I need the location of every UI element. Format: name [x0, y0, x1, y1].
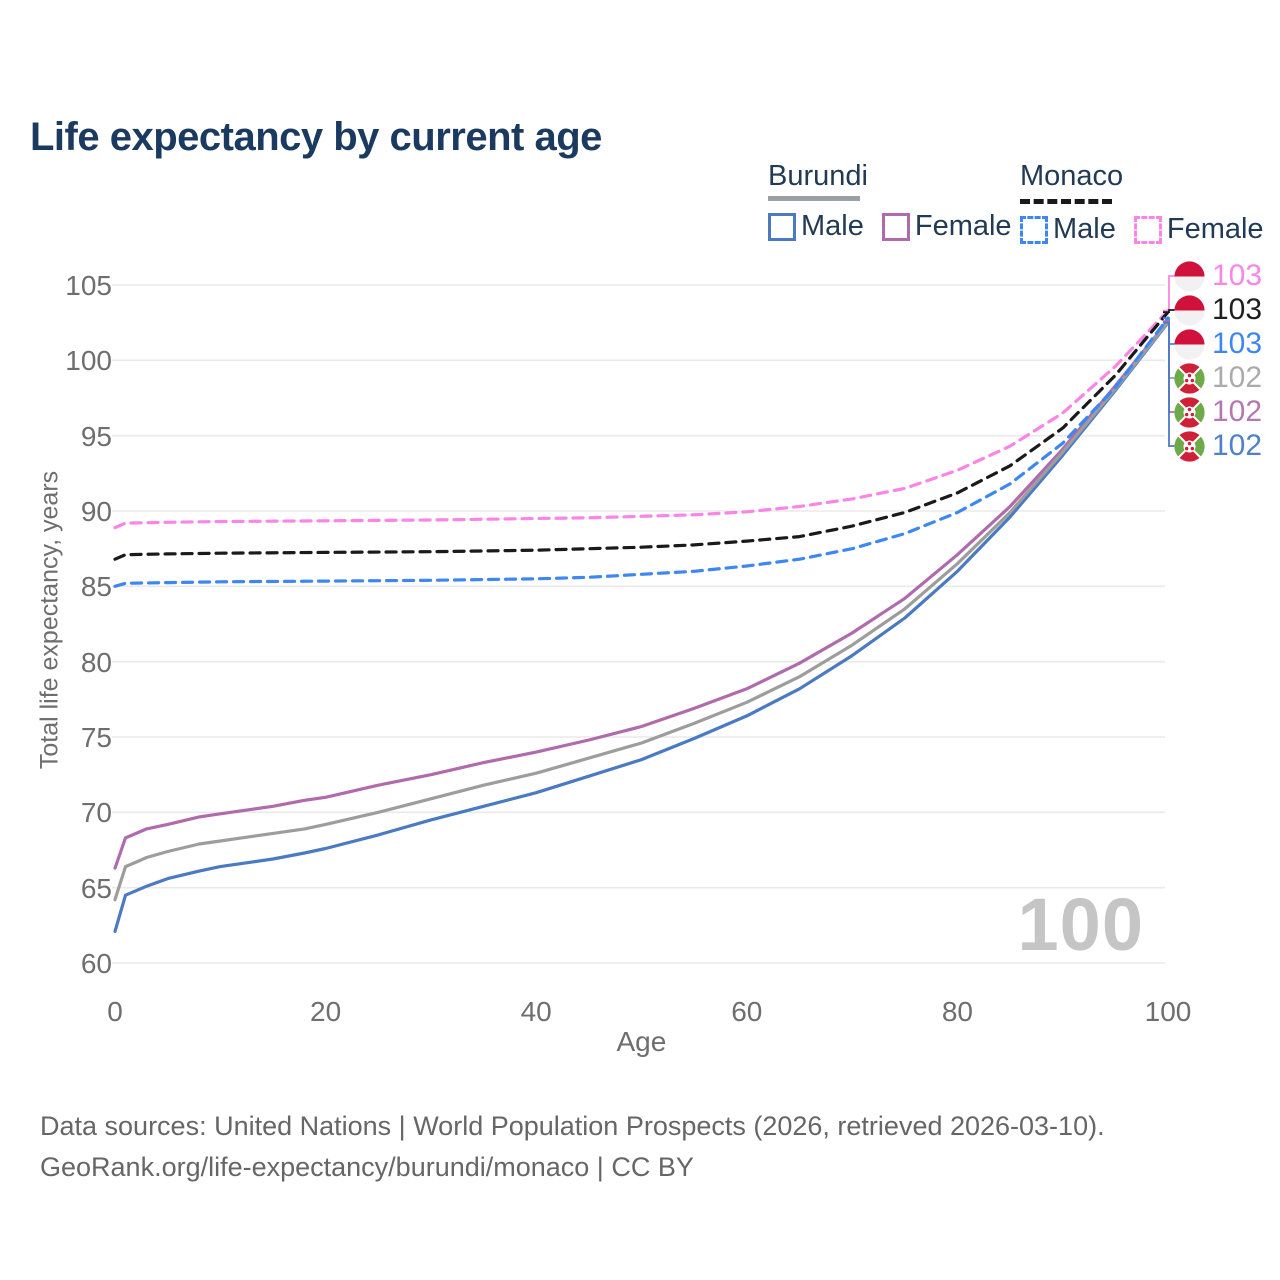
legend-checkbox-burundi-male[interactable]: [768, 212, 796, 241]
y-tick-100: 100: [65, 345, 112, 377]
series-line-monaco-total: [113, 310, 1170, 561]
y-tick-70: 70: [80, 797, 112, 829]
series-line-burundi-total: [113, 320, 1170, 902]
end-label-burundi-total: 102: [1174, 361, 1263, 394]
end-label-burundi-female: 102: [1174, 395, 1263, 428]
x-tick-0: 0: [107, 996, 123, 1027]
footer-link-text: GeoRank.org/life-expectancy/burundi/mona…: [40, 1152, 694, 1182]
legend-label-burundi-male[interactable]: Male: [801, 210, 864, 242]
series-line-monaco-male: [113, 316, 1170, 588]
x-tick-80: 80: [941, 996, 973, 1027]
y-tick-75: 75: [80, 722, 112, 753]
end-label-value: 103: [1212, 327, 1263, 360]
end-label-monaco-male: 103: [1174, 327, 1263, 360]
series-line-burundi-female: [113, 319, 1170, 870]
footer-data-sources: Data sources: United Nations | World Pop…: [40, 1111, 1105, 1141]
end-label-connector-monaco-total: [1163, 309, 1175, 314]
y-axis-title: Total life expectancy, years: [35, 470, 64, 770]
burundi-flag-icon: [1174, 396, 1205, 428]
legend-label-monaco-female[interactable]: Female: [1166, 213, 1264, 245]
end-label-value: 103: [1212, 259, 1263, 292]
legend-underline-monaco-dashed: [1020, 199, 1112, 204]
y-tick-60: 60: [80, 948, 112, 979]
end-label-value: 102: [1212, 361, 1263, 394]
legend-underline-burundi-solid: [768, 196, 860, 201]
x-tick-20: 20: [310, 996, 342, 1027]
y-tick-90: 90: [80, 496, 112, 527]
burundi-flag-icon: [1174, 430, 1205, 462]
burundi-flag-icon: [1174, 362, 1205, 394]
series-line-monaco-female: [113, 309, 1170, 530]
legend-group-burundi: Burundi Male Female: [768, 160, 1030, 243]
end-label-value: 102: [1212, 395, 1263, 428]
end-label-value: 102: [1212, 429, 1263, 462]
end-label-value: 103: [1212, 293, 1263, 326]
series-line-burundi-male: [113, 321, 1170, 934]
current-age-watermark: 100: [1017, 883, 1144, 966]
x-tick-40: 40: [520, 996, 552, 1027]
monaco-flag-icon: [1174, 328, 1205, 360]
monaco-flag-icon: [1174, 294, 1205, 326]
legend-header-burundi: Burundi: [768, 160, 868, 192]
footer-attribution: Data sources: United Nations | World Pop…: [40, 1106, 1105, 1188]
y-tick-105: 105: [65, 270, 112, 301]
legend-group-monaco: Monaco Male Female: [1020, 160, 1280, 246]
end-label-connector-burundi-male: [1163, 321, 1175, 447]
end-label-monaco-total: 103: [1174, 293, 1263, 326]
end-label-burundi-male: 102: [1174, 429, 1263, 462]
legend-checkbox-monaco-male[interactable]: [1020, 215, 1048, 244]
monaco-flag-icon: [1174, 260, 1205, 292]
x-tick-60: 60: [731, 996, 763, 1027]
legend-checkbox-burundi-female[interactable]: [881, 212, 910, 241]
end-label-monaco-female: 103: [1174, 259, 1263, 292]
legend-label-monaco-male[interactable]: Male: [1053, 213, 1116, 245]
legend-row-monaco: Male Female: [1020, 213, 1280, 246]
x-tick-100: 100: [1144, 996, 1192, 1027]
legend-header-monaco: Monaco: [1020, 160, 1124, 192]
x-axis-title: Age: [616, 1026, 667, 1057]
y-tick-65: 65: [80, 872, 112, 904]
legend-label-burundi-female[interactable]: Female: [914, 210, 1012, 242]
y-tick-80: 80: [80, 646, 112, 678]
y-tick-85: 85: [80, 571, 112, 603]
legend-row-burundi: Male Female: [768, 210, 1030, 243]
legend-checkbox-monaco-female[interactable]: [1133, 215, 1162, 244]
end-label-connector-monaco-female: [1163, 275, 1175, 312]
y-tick-95: 95: [80, 420, 112, 452]
page-title: Life expectancy by current age: [30, 114, 602, 159]
